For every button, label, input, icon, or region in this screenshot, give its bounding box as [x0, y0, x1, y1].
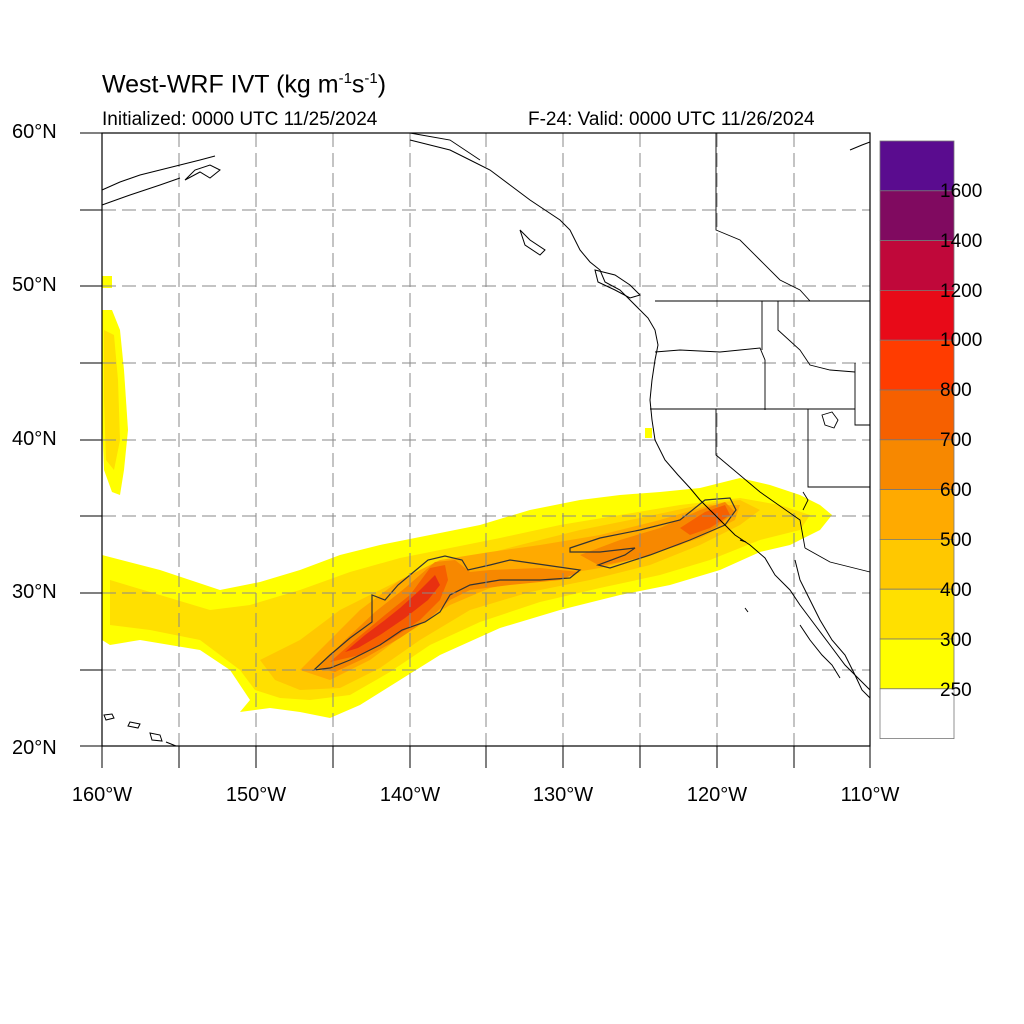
ivt-contour-east	[569, 497, 737, 569]
colorbar-label: 1200	[940, 281, 983, 302]
colorbar-label: 800	[940, 380, 972, 401]
colorbar-swatch	[879, 638, 955, 690]
ivt-atmospheric-river-600	[318, 502, 735, 672]
lon-label-110w: 110°W	[840, 784, 900, 806]
nevada-east-border	[807, 409, 870, 488]
lon-label-140w: 140°W	[379, 784, 441, 806]
ivt-field	[102, 276, 832, 718]
colorbar-label: 1400	[940, 231, 983, 252]
colorbar-label: 300	[940, 630, 972, 651]
lat-label-30n: 30°N	[12, 581, 57, 603]
ivt-contour-west	[312, 555, 582, 671]
colorbar-swatch	[879, 140, 955, 192]
canada-interior	[715, 133, 811, 302]
ivt-contours	[312, 497, 737, 671]
idaho-border	[761, 301, 856, 373]
utah-border	[854, 363, 870, 426]
kodiak-islands	[184, 164, 221, 181]
initialized-time-label: Initialized: 0000 UTC 11/25/2024	[102, 109, 378, 130]
colorbar-swatch	[879, 439, 955, 490]
ivt-peak	[345, 575, 440, 652]
lon-label-150w: 150°W	[225, 784, 287, 806]
vancouver-island	[594, 269, 641, 299]
lat-label-20n: 20°N	[12, 737, 57, 759]
alaska-coast	[101, 155, 216, 191]
colorbar-label: 1000	[940, 330, 983, 351]
mexico-us-border	[804, 547, 871, 573]
colorbar-swatch	[879, 190, 955, 242]
lat-label-50n: 50°N	[12, 274, 57, 296]
lat-label-60n: 60°N	[12, 121, 57, 143]
colorbar-swatch	[879, 539, 955, 590]
colorbar-label: 400	[940, 580, 972, 601]
colorbar-label: 700	[940, 430, 972, 451]
colorbar	[879, 140, 955, 739]
far-ne-coast	[849, 141, 871, 151]
colorbar-swatch	[879, 339, 955, 391]
lon-label-120w: 120°W	[686, 784, 748, 806]
ivt-atmospheric-river-core	[330, 505, 730, 662]
ivt-western-band-inner	[104, 330, 120, 470]
baja-inner	[799, 624, 841, 679]
colorbar-swatch	[879, 489, 955, 540]
ivt-ca-coast-patch	[645, 428, 652, 438]
bc-islands	[519, 229, 546, 256]
colorbar-label: 1600	[940, 181, 983, 202]
lon-label-160w: 160°W	[71, 784, 133, 806]
ivt-small-patch	[102, 276, 112, 288]
california-nevada-border	[715, 409, 806, 549]
colorbar-label: 500	[940, 530, 972, 551]
alaska-peninsula	[101, 177, 181, 206]
bc-mainland	[409, 132, 481, 161]
coastlines	[101, 139, 871, 747]
colorbar-swatch	[879, 240, 955, 291]
washington-oregon-border	[654, 347, 766, 410]
channel-islands	[739, 539, 749, 613]
valid-time-label: F-24: Valid: 0000 UTC 11/26/2024	[528, 109, 815, 130]
great-salt-lake	[821, 411, 839, 429]
graticule	[102, 133, 870, 746]
colorbar-label: 600	[940, 480, 972, 501]
map-ticks	[80, 132, 871, 768]
colorbar-label: 250	[940, 680, 972, 701]
map-title: West-WRF IVT (kg m-1s-1)	[102, 70, 387, 99]
lon-label-130w: 130°W	[532, 784, 594, 806]
lat-label-40n: 40°N	[12, 428, 57, 450]
colorbar-swatch	[879, 688, 955, 739]
gulf-of-alaska-coast	[409, 139, 871, 691]
baja-peninsula	[794, 559, 871, 699]
hawaii-islands	[103, 713, 177, 747]
colorado-river	[802, 491, 809, 511]
political-borders	[409, 132, 871, 573]
